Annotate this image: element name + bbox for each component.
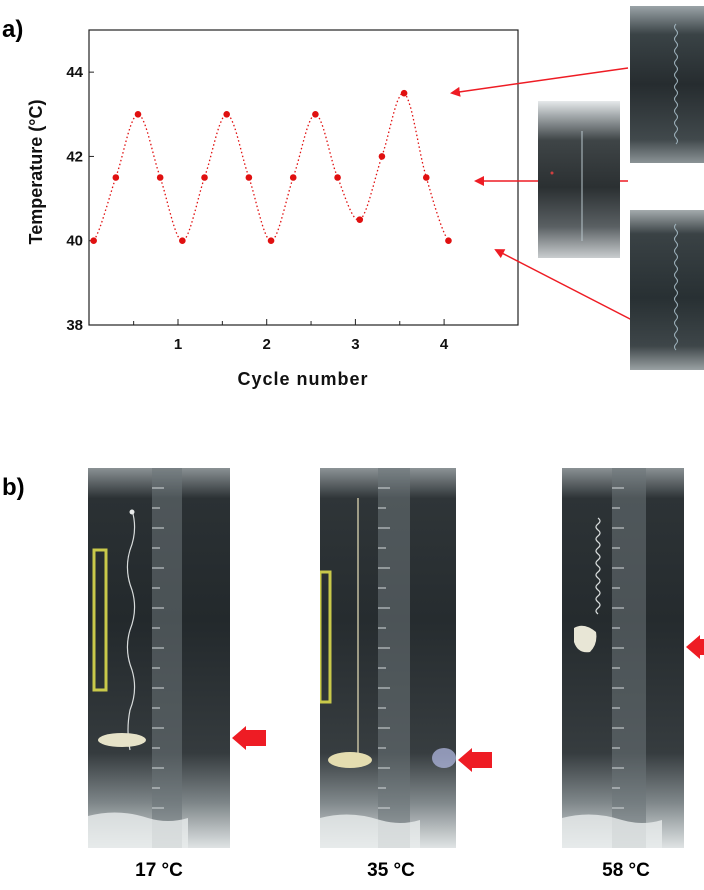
x-tick-label: 2 [263,336,271,353]
plot-frame [88,29,519,326]
photo-58c [562,468,684,848]
y-axis: 38 40 42 44 [66,64,94,334]
inset-photo-coiled-top [630,6,704,163]
data-point [179,237,186,245]
photo-35c [320,468,456,848]
x-axis-title: Cycle number [237,369,368,389]
caption-58c: 58 °C [602,860,650,881]
inset-photo-straight-middle [538,101,620,258]
y-axis-title: Temperature (°C) [26,100,46,245]
callout-arrow-bottom [494,249,633,321]
big-arrow-17c [232,726,266,750]
x-axis: 1 2 3 4 [133,319,449,353]
x-tick-label: 1 [174,336,182,353]
y-tick-label: 40 [66,233,83,250]
big-arrow-35c [458,748,492,772]
panel-a-label: a) [2,16,24,43]
fit-curve [93,92,449,242]
inset-photo-coiled-bottom [630,210,704,370]
data-point [334,174,341,181]
caption-35c: 35 °C [367,860,415,881]
data-point [289,174,297,181]
data-point [112,174,120,181]
data-point [245,174,253,181]
data-point [378,153,386,160]
caption-17c: 17 °C [135,860,183,881]
data-point [445,237,452,245]
data-point [312,110,319,118]
data-point [400,89,408,97]
data-point [422,174,430,181]
temperature-cycle-chart: 38 40 42 44 1 2 3 4 Cycle number Temperature (… [26,29,633,389]
data-point [156,174,164,181]
data-point [134,110,142,118]
photo-17c [88,468,230,848]
data-point [356,216,364,223]
big-arrow-58c [686,635,704,659]
panel-b-label: b) [2,474,25,501]
data-point [201,174,208,181]
y-tick-label: 44 [66,64,83,81]
y-tick-label: 42 [66,148,83,165]
data-point [267,237,275,245]
x-tick-label: 4 [440,336,449,353]
data-point [223,110,230,118]
data-point [90,237,97,245]
data-points [90,89,452,245]
y-tick-label: 38 [66,317,83,334]
x-tick-label: 3 [351,336,359,353]
callout-arrow-top [450,67,629,97]
